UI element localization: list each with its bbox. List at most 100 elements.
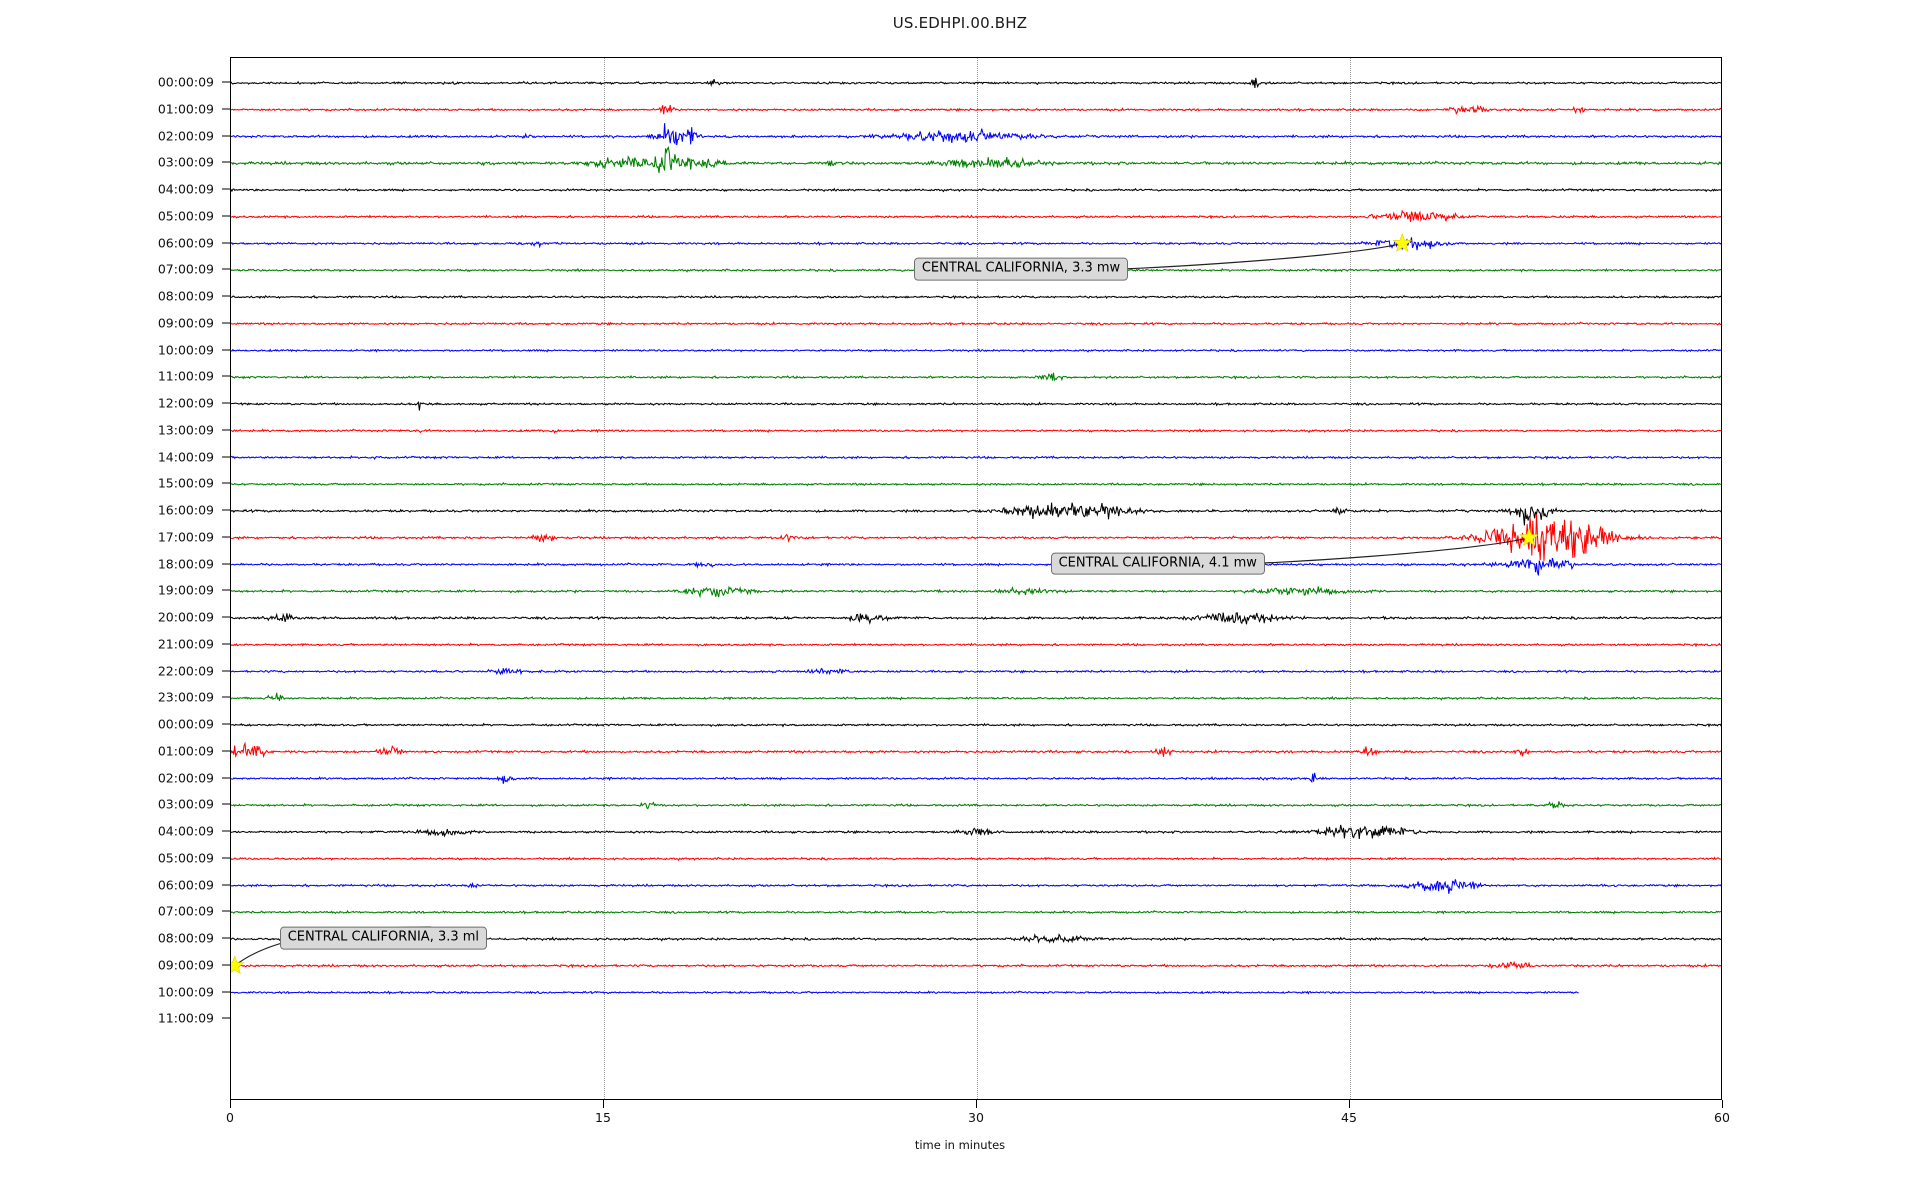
y-axis-tick-mark	[222, 670, 231, 671]
trace-line	[231, 879, 1721, 894]
y-axis-tick-label: 03:00:09	[157, 796, 214, 812]
y-axis-tick-label: 00:00:09	[157, 74, 214, 90]
y-axis-tick-mark	[222, 482, 231, 484]
trace-line	[231, 187, 1721, 193]
trace-line	[231, 772, 1721, 784]
y-axis-tick-label: 19:00:09	[157, 582, 214, 598]
y-axis-tick-label: 11:00:09	[157, 1010, 214, 1026]
y-axis-tick-label: 21:00:09	[157, 636, 214, 652]
y-axis-tick-label: 16:00:09	[157, 502, 214, 518]
y-axis-tick-mark	[222, 375, 231, 377]
trace-line	[231, 513, 1721, 561]
trace-line	[231, 722, 1721, 728]
y-axis-tick-mark	[222, 215, 231, 217]
y-axis-tick-label: 11:00:09	[157, 368, 214, 384]
x-axis-tick-label: 15	[595, 1110, 611, 1125]
y-axis-tick-mark	[222, 429, 231, 431]
y-axis-tick-label: 20:00:09	[157, 609, 214, 625]
trace-line	[231, 400, 1721, 411]
x-axis-tick-mark	[230, 1100, 231, 1108]
x-axis-tick-mark	[976, 1100, 977, 1108]
y-axis-tick-label: 01:00:09	[157, 101, 214, 117]
y-axis-tick-mark	[222, 108, 231, 110]
x-axis-tick-label: 60	[1714, 1110, 1730, 1125]
trace-line	[231, 856, 1721, 862]
y-axis-tick-label: 04:00:09	[157, 823, 214, 839]
y-axis-tick-mark	[222, 295, 231, 297]
y-axis-tick-label: 18:00:09	[157, 556, 214, 571]
y-axis-tick-label: 23:00:09	[157, 689, 214, 705]
trace-line	[231, 909, 1721, 915]
y-axis-tick-mark	[222, 402, 231, 404]
y-axis-tick-label: 22:00:09	[157, 663, 214, 678]
y-axis-tick-mark	[222, 242, 231, 243]
y-axis-tick-mark	[222, 268, 231, 270]
y-axis-tick-label: 02:00:09	[157, 770, 214, 785]
y-axis-tick-mark	[222, 161, 231, 163]
y-axis-tick-label: 01:00:09	[157, 743, 214, 759]
trace-line	[231, 294, 1721, 300]
trace-line	[231, 612, 1721, 626]
trace-line	[231, 321, 1721, 327]
trace-line	[231, 146, 1721, 174]
y-axis-tick-label: 12:00:09	[157, 395, 214, 411]
trace-line	[231, 585, 1721, 599]
earthquake-annotation-label[interactable]: CENTRAL CALIFORNIA, 4.1 mw	[1050, 552, 1265, 575]
trace-line	[231, 741, 1721, 759]
trace-line	[231, 372, 1721, 382]
y-axis-tick-mark	[222, 81, 231, 83]
gridlines	[231, 58, 1721, 1099]
trace-line	[231, 123, 1721, 146]
y-axis-tick-mark	[222, 750, 231, 752]
y-axis-tick-mark	[222, 509, 231, 511]
y-axis-tick-mark	[222, 589, 231, 591]
y-axis-tick-mark	[222, 349, 231, 350]
earthquake-star-marker[interactable]	[231, 955, 245, 975]
x-axis-tick-label: 45	[1341, 1110, 1357, 1125]
trace-line	[231, 960, 1721, 970]
trace-line	[231, 481, 1721, 487]
y-axis-tick-label: 07:00:09	[157, 903, 214, 919]
earthquake-annotation-label[interactable]: CENTRAL CALIFORNIA, 3.3 ml	[279, 926, 488, 950]
y-axis-tick-mark	[222, 723, 231, 725]
trace-line	[231, 642, 1721, 648]
y-axis-tick-mark	[222, 937, 231, 939]
gridline-vertical	[1350, 58, 1351, 1099]
y-axis-tick-mark	[222, 991, 231, 992]
page-title: US.EDHPI.00.BHZ	[892, 14, 1028, 32]
y-axis-tick-label: 10:00:09	[157, 984, 214, 999]
earthquake-annotation-label[interactable]: CENTRAL CALIFORNIA, 3.3 mw	[913, 257, 1129, 281]
y-axis-tick-label: 14:00:09	[157, 449, 214, 464]
trace-line	[231, 348, 1721, 353]
y-axis-tick-label: 08:00:09	[157, 930, 214, 946]
trace-line	[231, 209, 1721, 223]
x-axis-tick-label: 30	[968, 1110, 984, 1125]
y-axis-tick-mark	[222, 910, 231, 912]
y-axis-tick-label: 06:00:09	[157, 235, 214, 250]
y-axis-tick-mark	[222, 884, 231, 885]
y-axis-tick-label: 10:00:09	[157, 342, 214, 357]
x-axis-tick-mark	[1722, 1100, 1723, 1108]
y-axis-tick-mark	[222, 777, 231, 778]
plot-area	[230, 57, 1722, 1100]
gridline-vertical	[604, 58, 605, 1099]
trace-line	[231, 237, 1721, 251]
y-axis-tick-label: 03:00:09	[157, 154, 214, 170]
y-axis-tick-label: 04:00:09	[157, 181, 214, 197]
y-axis-tick-label: 05:00:09	[157, 208, 214, 224]
trace-line	[231, 104, 1721, 115]
y-axis-tick-mark	[222, 643, 231, 645]
x-axis-tick-mark	[603, 1100, 604, 1108]
x-axis-title: time in minutes	[914, 1138, 1006, 1152]
y-axis-tick-mark	[222, 456, 231, 457]
y-axis-tick-label: 08:00:09	[157, 288, 214, 304]
trace-line	[231, 667, 1721, 676]
y-axis-tick-label: 13:00:09	[157, 422, 214, 438]
y-axis-tick-label: 06:00:09	[157, 877, 214, 892]
earthquake-star-marker[interactable]	[1392, 233, 1413, 252]
y-axis-tick-mark	[222, 188, 231, 190]
seismic-traces	[231, 58, 1721, 1099]
earthquake-star-marker[interactable]	[1519, 527, 1539, 547]
y-axis-tick-mark	[222, 322, 231, 324]
